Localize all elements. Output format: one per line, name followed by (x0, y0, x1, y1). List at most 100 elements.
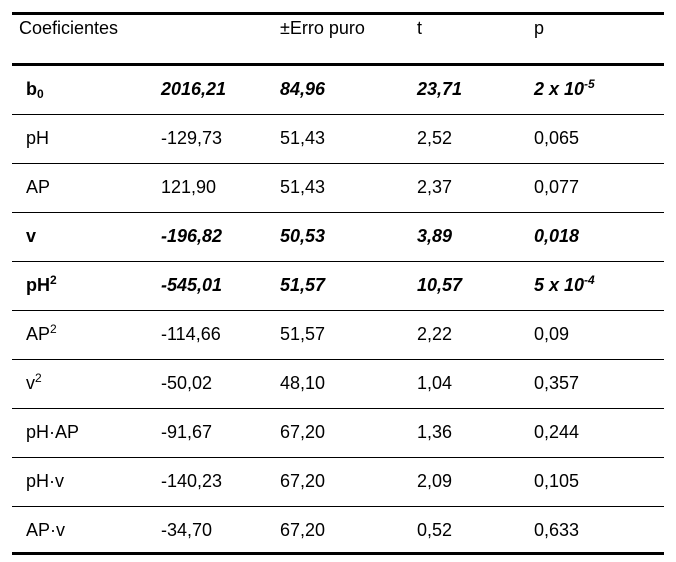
p-cell: 0,09 (534, 323, 569, 345)
erro-cell-text: 51,43 (280, 177, 326, 197)
p-cell-text: 2 x 10 (534, 79, 585, 99)
term-cell: pH (26, 127, 49, 149)
term-cell: pH·AP (26, 421, 79, 443)
coef-cell: -50,02 (161, 372, 212, 394)
header-rule (12, 63, 664, 66)
term-cell-text: pH·v (26, 471, 65, 491)
p-cell: 0,065 (534, 127, 579, 149)
p-cell: 0,633 (534, 519, 579, 541)
top-rule (12, 12, 664, 15)
p-cell-text: 5 x 10 (534, 275, 585, 295)
erro-cell-text: 67,20 (280, 471, 326, 491)
t-cell: 2,37 (417, 176, 452, 198)
term-cell: v2 (26, 372, 42, 394)
erro-cell-text: 51,43 (280, 128, 326, 148)
row-rule (12, 114, 664, 115)
t-cell: 3,89 (417, 225, 452, 247)
term-subscript: 0 (37, 87, 44, 101)
t-cell-text: 1,04 (417, 373, 453, 393)
coef-cell: -196,82 (161, 225, 222, 247)
coef-cell-text: 2016,21 (161, 79, 227, 99)
t-cell-text: 0,52 (417, 520, 453, 540)
coef-cell: -545,01 (161, 274, 222, 296)
term-cell-text: AP (26, 324, 51, 344)
p-cell: 0,018 (534, 225, 579, 247)
row-rule (12, 261, 664, 262)
erro-cell-text: 67,20 (280, 422, 326, 442)
p-cell: 0,105 (534, 470, 579, 492)
row-rule (12, 359, 664, 360)
coef-cell-text: -545,01 (161, 275, 223, 295)
p-cell-text: 0,065 (534, 128, 580, 148)
term-cell: b0 (26, 78, 44, 100)
erro-cell-text: 51,57 (280, 275, 326, 295)
erro-cell: 48,10 (280, 372, 325, 394)
p-exponent: -5 (584, 77, 595, 91)
t-cell: 23,71 (417, 78, 462, 100)
erro-cell-text: 67,20 (280, 520, 326, 540)
t-cell-text: 3,89 (417, 226, 453, 246)
term-cell-text: b (26, 79, 37, 99)
row-rule (12, 408, 664, 409)
coef-cell: 121,90 (161, 176, 216, 198)
erro-cell-text: 50,53 (280, 226, 326, 246)
p-cell: 5 x 10-4 (534, 274, 595, 296)
coef-cell-text: -50,02 (161, 373, 213, 393)
erro-cell: 67,20 (280, 470, 325, 492)
row-rule (12, 457, 664, 458)
erro-cell-text: 84,96 (280, 79, 326, 99)
erro-cell: 51,43 (280, 127, 325, 149)
erro-cell: 67,20 (280, 421, 325, 443)
term-cell-text: pH·AP (26, 422, 80, 442)
t-cell-text: 1,36 (417, 422, 453, 442)
p-cell-text: 0,633 (534, 520, 580, 540)
coef-cell-text: -129,73 (161, 128, 223, 148)
term-cell: pH2 (26, 274, 57, 296)
bottom-rule (12, 552, 664, 555)
t-cell-text: 23,71 (417, 79, 463, 99)
t-cell-text: 10,57 (417, 275, 463, 295)
p-cell-text: 0,105 (534, 471, 580, 491)
p-cell: 0,077 (534, 176, 579, 198)
t-cell: 2,52 (417, 127, 452, 149)
row-rule (12, 506, 664, 507)
header-erro-puro: ±Erro puro (280, 18, 365, 38)
p-cell-text: 0,018 (534, 226, 580, 246)
row-rule (12, 310, 664, 311)
t-cell: 10,57 (417, 274, 462, 296)
p-cell: 2 x 10-5 (534, 78, 595, 100)
row-rule (12, 163, 664, 164)
erro-cell: 67,20 (280, 519, 325, 541)
erro-cell: 50,53 (280, 225, 325, 247)
term-cell-text: AP·v (26, 520, 66, 540)
coef-cell-text: -114,66 (161, 324, 221, 344)
term-cell: v (26, 225, 36, 247)
coef-cell: -140,23 (161, 470, 222, 492)
t-cell-text: 2,37 (417, 177, 453, 197)
erro-cell-text: 48,10 (280, 373, 326, 393)
erro-cell: 84,96 (280, 78, 325, 100)
term-cell-text: v (26, 226, 37, 246)
coef-cell: -114,66 (161, 323, 221, 345)
coef-cell: -91,67 (161, 421, 212, 443)
p-cell-text: 0,09 (534, 324, 570, 344)
coef-cell-text: -196,82 (161, 226, 223, 246)
t-cell: 1,36 (417, 421, 452, 443)
row-rule (12, 212, 664, 213)
t-cell: 2,22 (417, 323, 452, 345)
p-cell-text: 0,077 (534, 177, 580, 197)
coef-cell-text: -91,67 (161, 422, 213, 442)
term-superscript: 2 (50, 273, 57, 287)
term-cell: pH·v (26, 470, 64, 492)
t-cell-text: 2,22 (417, 324, 453, 344)
header-t: t (417, 18, 423, 38)
coef-cell: 2016,21 (161, 78, 226, 100)
erro-cell-text: 51,57 (280, 324, 326, 344)
p-cell: 0,357 (534, 372, 579, 394)
term-cell-text: AP (26, 177, 51, 197)
header-coeficientes: Coeficientes (19, 18, 119, 38)
term-superscript: 2 (50, 322, 57, 336)
coef-cell-text: 121,90 (161, 177, 217, 197)
p-cell: 0,244 (534, 421, 579, 443)
t-cell: 0,52 (417, 519, 452, 541)
